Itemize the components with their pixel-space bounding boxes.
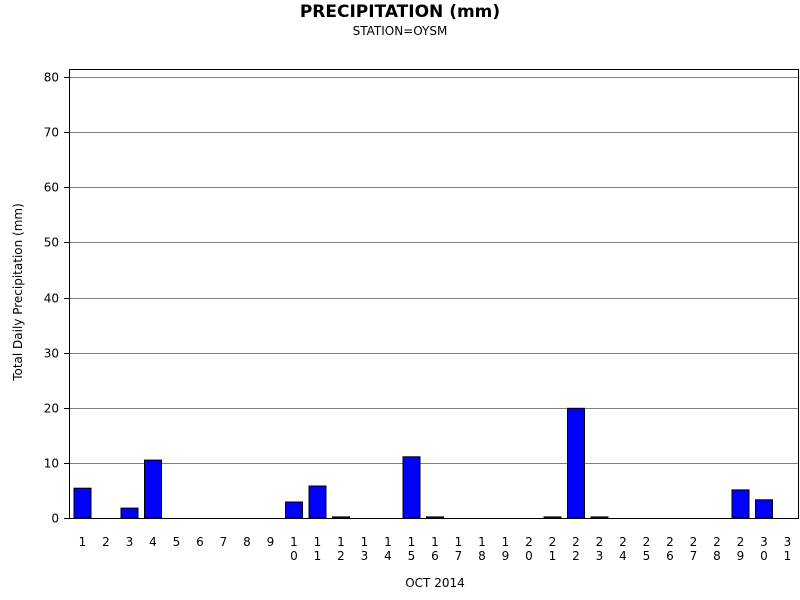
- axes: [64, 69, 799, 519]
- x-tick-label: 6: [196, 535, 204, 549]
- y-tick-label: 10: [44, 457, 59, 471]
- bar-day-4: [144, 459, 162, 519]
- x-tick-label: 1: [79, 535, 87, 549]
- y-tick-label: 30: [44, 347, 59, 361]
- y-tick-label: 70: [44, 126, 59, 140]
- x-tick-label: 2: [102, 535, 110, 549]
- y-tick-labels: 0 10 20 30 40 50 60 70 80: [44, 71, 59, 526]
- bar-day-22: [567, 407, 585, 519]
- gridlines: [69, 77, 799, 464]
- chart-title: PRECIPITATION (mm): [300, 2, 500, 22]
- bar-day-29: [731, 489, 750, 519]
- bar-day-15: [402, 456, 421, 519]
- chart-subtitle: STATION=OYSM: [353, 24, 448, 38]
- y-tick-label: 0: [51, 512, 59, 526]
- bar-day-11: [308, 485, 327, 519]
- y-tick-label: 60: [44, 181, 59, 195]
- y-tick-label: 50: [44, 236, 59, 250]
- bar-day-30: [755, 499, 773, 519]
- x-tick-label: 8: [243, 535, 251, 549]
- bar-day-10: [285, 501, 303, 519]
- bar-day-1: [73, 487, 92, 519]
- x-tick-label: 5: [173, 535, 181, 549]
- x-tick-label: 3: [126, 535, 134, 549]
- x-tick-label: 4: [149, 535, 157, 549]
- bar-day-3: [120, 507, 139, 519]
- x-tick-labels: 1 2 3 4 5 6 7 8 9 1 01 11 21 31 41 51 61 71 81 92 02 12 22 32 42…: [79, 535, 792, 563]
- y-tick-label: 20: [44, 402, 59, 416]
- x-tick-label: 7: [220, 535, 228, 549]
- bars: [73, 407, 773, 519]
- y-tick-label: 40: [44, 292, 59, 306]
- y-axis-label: Total Daily Precipitation (mm): [11, 203, 25, 382]
- x-tick-label: 9: [267, 535, 275, 549]
- x-axis-label: OCT 2014: [405, 576, 465, 590]
- y-tick-label: 80: [44, 71, 59, 85]
